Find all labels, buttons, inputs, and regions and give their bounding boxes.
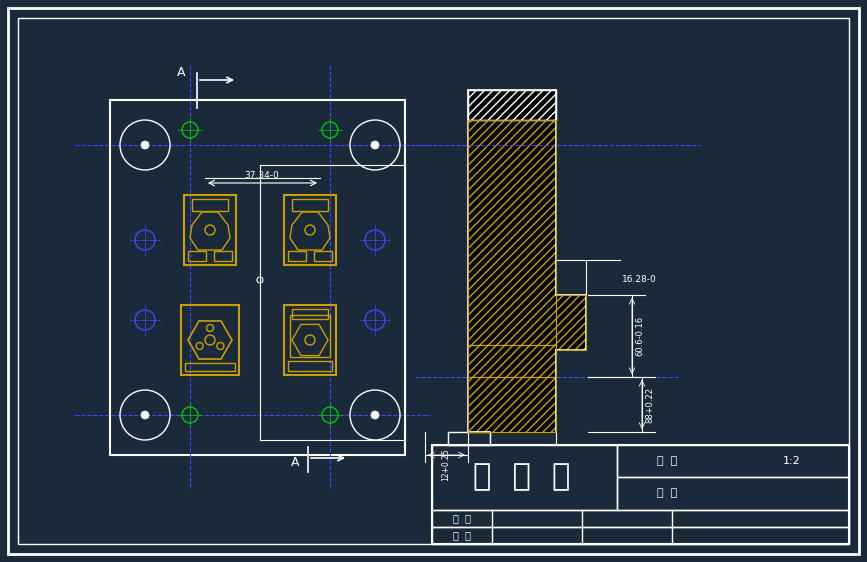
Circle shape	[371, 411, 379, 419]
Text: 比  例: 比 例	[657, 456, 677, 466]
Text: 60.6-0.16: 60.6-0.16	[635, 316, 644, 356]
Bar	[284, 305, 336, 375]
Bar	[556, 295, 586, 350]
Circle shape	[371, 141, 379, 149]
Text: A: A	[290, 456, 299, 469]
Bar	[468, 345, 556, 377]
Bar	[432, 527, 849, 544]
Bar	[292, 199, 328, 211]
Bar	[110, 100, 405, 455]
Bar	[617, 445, 849, 477]
Bar	[181, 305, 239, 375]
Bar	[468, 90, 556, 120]
Bar	[448, 432, 490, 445]
Bar	[314, 251, 332, 261]
Text: 12+0.25: 12+0.25	[441, 448, 451, 482]
Bar	[288, 361, 332, 371]
Bar	[214, 251, 232, 261]
Circle shape	[141, 141, 149, 149]
Bar	[468, 120, 556, 345]
Text: 型  芯  板: 型 芯 板	[473, 463, 570, 492]
Bar	[468, 120, 556, 345]
Text: A: A	[177, 66, 186, 79]
Text: 1:2: 1:2	[783, 456, 801, 466]
Bar	[288, 251, 306, 261]
Bar	[468, 90, 556, 120]
Bar	[468, 345, 556, 377]
Bar	[468, 377, 556, 432]
Text: 制  图: 制 图	[453, 513, 471, 523]
Bar	[468, 90, 556, 120]
Text: 37.34-0: 37.34-0	[244, 171, 279, 180]
Text: 审  核: 审 核	[453, 530, 471, 540]
Bar	[290, 315, 330, 357]
Bar	[556, 295, 586, 350]
Bar	[184, 195, 236, 265]
Bar	[432, 445, 849, 544]
Text: 图  号: 图 号	[657, 488, 677, 498]
Text: 16.28-0: 16.28-0	[622, 275, 656, 284]
Text: 88+0.22: 88+0.22	[645, 387, 654, 423]
Bar	[192, 199, 228, 211]
Bar	[468, 377, 556, 432]
Bar	[292, 309, 328, 319]
Circle shape	[141, 411, 149, 419]
Bar	[617, 477, 849, 510]
Bar	[284, 195, 336, 265]
Bar	[432, 510, 849, 527]
Bar	[188, 251, 206, 261]
Bar	[185, 363, 235, 371]
Bar	[432, 445, 617, 510]
